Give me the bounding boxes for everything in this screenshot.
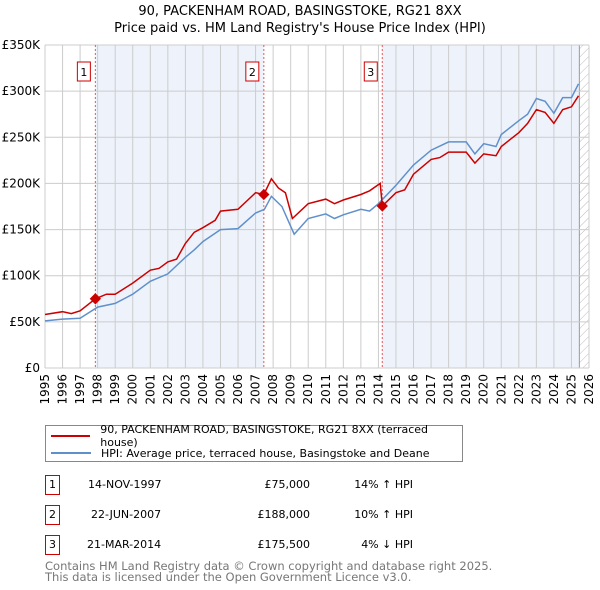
x-tick-label: 2017 <box>424 374 438 405</box>
sale-row: 2 22-JUN-2007 £188,000 10% ↑ HPI <box>45 505 465 525</box>
sale-label-box <box>245 61 260 82</box>
x-tick-label: 2004 <box>196 374 210 405</box>
sale-price: £175,500 <box>257 538 311 551</box>
series-line-hpi <box>44 83 580 322</box>
x-tick-label: 1997 <box>73 374 87 405</box>
legend-item-hpi: HPI: Average price, terraced house, Basi… <box>46 445 429 461</box>
sale-number-badge: 3 <box>45 535 60 555</box>
x-tick-label: 2007 <box>249 374 263 405</box>
sale-row: 3 21-MAR-2014 £175,500 4% ↓ HPI <box>45 535 465 555</box>
y-tick-label: £150K <box>2 223 42 237</box>
x-tick-label: 2006 <box>231 374 245 405</box>
x-tick-label: 1995 <box>38 374 52 405</box>
sale-number-badge: 2 <box>45 505 60 525</box>
shaded-band <box>382 45 580 368</box>
sale-date: 14-NOV-1997 <box>88 478 162 491</box>
sale-hpi-diff: 10% ↑ HPI <box>354 508 413 521</box>
sale-label: 3 <box>367 66 374 79</box>
x-tick-label: 1998 <box>91 374 105 405</box>
legend-swatch-property <box>51 435 91 437</box>
y-tick-label: £350K <box>2 38 42 52</box>
x-tick-label: 2016 <box>407 374 421 405</box>
x-tick-label: 2023 <box>529 374 543 405</box>
footer-copyright: Contains HM Land Registry data © Crown c… <box>45 559 493 573</box>
y-tick-label: £0 <box>25 361 40 375</box>
legend: 90, PACKENHAM ROAD, BASINGSTOKE, RG21 8X… <box>45 423 463 462</box>
shaded-band <box>95 45 264 368</box>
x-tick-label: 2009 <box>284 374 298 405</box>
x-tick-label: 2019 <box>459 374 473 405</box>
y-tick-label: £100K <box>2 269 42 283</box>
sale-point <box>258 188 270 201</box>
sale-label-box <box>363 61 378 82</box>
x-tick-label: 2015 <box>389 374 403 405</box>
y-tick-label: £200K <box>2 176 42 190</box>
sale-hpi-diff: 4% ↓ HPI <box>361 538 413 551</box>
x-tick-label: 2025 <box>564 374 578 405</box>
future-hatch <box>579 45 589 368</box>
sale-label-box <box>76 61 91 82</box>
x-tick-label: 2005 <box>213 374 227 405</box>
sale-price: £75,000 <box>264 478 311 491</box>
x-tick-label: 2026 <box>582 374 596 405</box>
footer-licence: This data is licensed under the Open Gov… <box>45 570 412 584</box>
chart-subtitle: Price paid vs. HM Land Registry's House … <box>114 21 486 36</box>
x-tick-label: 2014 <box>371 374 385 405</box>
x-tick-label: 2003 <box>178 374 192 405</box>
legend-item-property: 90, PACKENHAM ROAD, BASINGSTOKE, RG21 8X… <box>46 423 462 449</box>
x-tick-label: 2011 <box>319 374 333 405</box>
y-tick-label: £50K <box>9 315 41 329</box>
sale-date: 21-MAR-2014 <box>87 538 162 551</box>
x-tick-label: 2013 <box>354 374 368 405</box>
sale-date: 22-JUN-2007 <box>91 508 162 521</box>
legend-swatch-hpi <box>51 452 91 454</box>
sale-hpi-diff: 14% ↑ HPI <box>354 478 413 491</box>
y-tick-label: £250K <box>2 130 42 144</box>
x-tick-label: 2002 <box>161 374 175 405</box>
x-tick-label: 2012 <box>336 374 350 405</box>
sale-number-badge: 1 <box>45 475 60 495</box>
legend-label: HPI: Average price, terraced house, Basi… <box>101 446 430 460</box>
x-tick-label: 2000 <box>126 374 140 405</box>
sale-price: £188,000 <box>257 508 311 521</box>
y-tick-label: £300K <box>2 84 42 98</box>
sale-row: 1 14-NOV-1997 £75,000 14% ↑ HPI <box>45 475 465 495</box>
chart-title: 90, PACKENHAM ROAD, BASINGSTOKE, RG21 8X… <box>138 4 462 19</box>
x-tick-label: 2018 <box>442 374 456 405</box>
x-tick-label: 2001 <box>143 374 157 405</box>
x-tick-label: 2008 <box>266 374 280 405</box>
sale-label: 2 <box>249 66 256 79</box>
sale-label: 1 <box>80 66 87 79</box>
x-tick-label: 1999 <box>108 374 122 405</box>
legend-label: 90, PACKENHAM ROAD, BASINGSTOKE, RG21 8X… <box>100 423 429 449</box>
x-tick-label: 2021 <box>494 374 508 405</box>
sale-point <box>376 200 388 212</box>
x-tick-label: 2020 <box>477 374 491 405</box>
x-tick-label: 1996 <box>56 374 70 405</box>
price-chart: 1995 1996 1997 1998 1999 2000 2001 2002 2003 2004… <box>2 38 596 405</box>
x-tick-label: 2022 <box>512 374 526 405</box>
series-line-property <box>44 95 580 316</box>
x-tick-label: 2010 <box>301 374 315 405</box>
x-tick-label: 2024 <box>547 374 561 405</box>
